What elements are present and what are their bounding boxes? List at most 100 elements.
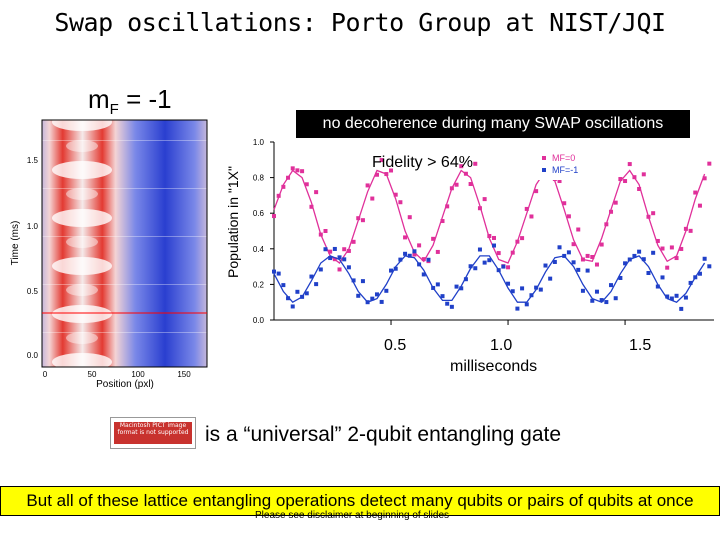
data-point	[529, 214, 534, 219]
data-point	[393, 266, 398, 271]
data-point	[665, 294, 670, 299]
data-point	[520, 286, 525, 291]
data-point	[384, 172, 389, 177]
data-point	[623, 179, 628, 184]
data-point	[426, 257, 431, 262]
data-point	[407, 253, 412, 258]
y-tick-label: 0.2	[253, 280, 265, 289]
data-point	[646, 214, 651, 219]
data-point	[496, 268, 501, 273]
chart-legend: MF=0 MF=-1	[538, 150, 598, 180]
data-point	[370, 296, 375, 301]
data-point	[641, 257, 646, 262]
data-point	[389, 168, 394, 173]
oscillation-chart: Population in "1X" 0.0 0.2 0.4 0.6 0.8 1.0 MF…	[225, 138, 714, 325]
data-point	[318, 267, 323, 272]
data-point	[524, 206, 529, 211]
mf-sub: F	[109, 101, 119, 119]
data-point	[328, 256, 333, 261]
data-point	[697, 203, 702, 208]
data-point	[300, 294, 305, 299]
data-point	[276, 271, 281, 276]
data-point	[609, 283, 614, 288]
data-point	[281, 184, 286, 189]
data-point	[290, 166, 295, 171]
heatmap-ytick-0: 0.0	[27, 351, 39, 360]
data-point	[473, 266, 478, 271]
data-point	[351, 278, 356, 283]
data-point	[632, 253, 637, 258]
heatmap-xtick-3: 150	[177, 370, 191, 379]
heatmap-xtick-2: 100	[131, 370, 145, 379]
data-point	[552, 259, 557, 264]
data-point	[412, 249, 417, 254]
data-point	[646, 271, 651, 276]
data-point	[487, 258, 492, 263]
data-point	[389, 268, 394, 273]
decoherence-banner: no decoherence during many SWAP oscillat…	[296, 110, 690, 138]
data-point	[440, 294, 445, 299]
data-point	[403, 251, 408, 256]
data-point	[295, 168, 300, 173]
data-point	[286, 175, 291, 180]
data-point	[435, 249, 440, 254]
data-point	[618, 275, 623, 280]
x-tick-label-2: 1.5	[629, 337, 652, 354]
slide-title: Swap oscillations: Porto Group at NIST/J…	[54, 8, 666, 37]
data-point	[609, 209, 614, 214]
data-point	[580, 257, 585, 262]
data-point	[651, 211, 656, 216]
data-point	[295, 289, 300, 294]
data-point	[487, 233, 492, 238]
data-point	[281, 283, 286, 288]
placeholder-text: Macintosh PICT image format is not suppo…	[117, 422, 189, 436]
data-point	[459, 286, 464, 291]
data-point	[697, 271, 702, 276]
data-point	[449, 186, 454, 191]
data-point	[463, 277, 468, 282]
data-point	[272, 214, 276, 219]
data-point	[492, 243, 496, 248]
data-point	[337, 255, 342, 260]
data-point	[337, 267, 342, 272]
data-point	[627, 257, 632, 262]
data-point	[431, 285, 436, 290]
data-point	[346, 265, 351, 270]
data-point	[473, 161, 478, 166]
data-point	[506, 265, 511, 270]
data-point	[651, 250, 656, 255]
data-point	[501, 264, 506, 269]
data-point	[548, 276, 553, 281]
data-point	[688, 228, 693, 233]
data-point	[459, 164, 464, 169]
data-point	[328, 249, 333, 254]
data-point	[445, 301, 450, 306]
chart-xlabel: milliseconds	[450, 358, 538, 375]
data-point	[286, 296, 291, 301]
data-point	[538, 287, 543, 292]
data-point	[520, 236, 525, 241]
heatmap-xlabel: Position (pxl)	[96, 379, 154, 390]
data-point	[506, 281, 511, 286]
data-point	[660, 275, 665, 280]
data-point	[468, 182, 473, 187]
data-point	[463, 171, 468, 176]
data-point	[562, 253, 567, 258]
data-point	[365, 300, 370, 305]
universal-gate-text: is a “universal” 2-qubit entangling gate	[205, 423, 562, 446]
data-point	[594, 262, 599, 267]
data-point	[613, 296, 618, 301]
data-point	[571, 242, 576, 247]
data-point	[454, 182, 459, 187]
data-point	[557, 179, 562, 184]
data-point	[445, 204, 450, 209]
data-point	[510, 250, 515, 255]
data-point	[599, 298, 604, 303]
heatmap-ytick-1: 0.5	[27, 287, 39, 296]
data-point	[412, 252, 417, 257]
fidelity-label: Fidelity > 64%	[372, 154, 473, 171]
data-point	[669, 245, 674, 250]
data-point	[627, 162, 632, 167]
y-tick-label: 0.0	[253, 316, 265, 325]
data-point	[290, 304, 295, 309]
